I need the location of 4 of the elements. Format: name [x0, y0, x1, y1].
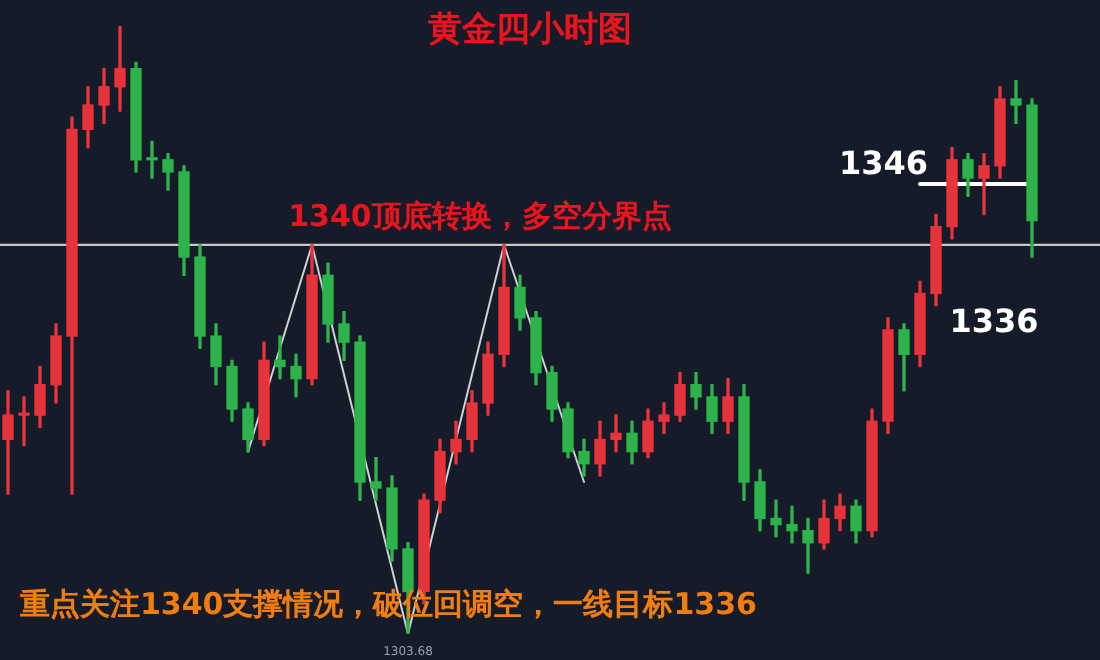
chart-title: 黄金四小时图 — [426, 9, 632, 50]
annotation: 1346 — [838, 144, 928, 183]
ref-line-label: 1340顶底转换，多空分界点 — [288, 197, 672, 234]
annotation: 1336 — [949, 302, 1039, 341]
